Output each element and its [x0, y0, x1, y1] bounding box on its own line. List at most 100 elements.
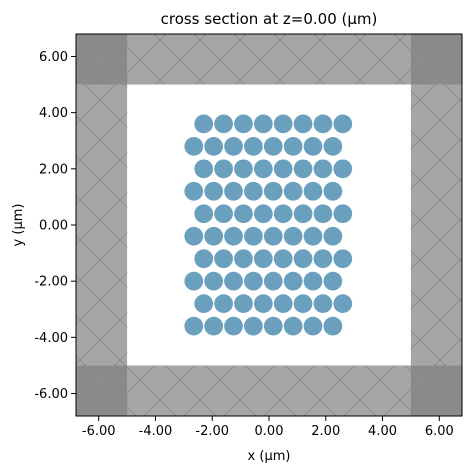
pml-left-hatch — [76, 84, 128, 366]
cylinder-point — [253, 159, 273, 179]
cylinder-point — [194, 204, 214, 224]
cylinder-point — [234, 159, 253, 179]
cylinder-point — [273, 249, 293, 269]
cylinder-point — [194, 114, 214, 134]
cylinder-point — [323, 226, 343, 246]
cylinder-point — [303, 271, 323, 291]
y-axis-label: y (μm) — [11, 204, 26, 247]
cylinder-point — [333, 249, 353, 269]
x-tick-label: -2.00 — [195, 424, 229, 439]
cylinder-point — [283, 181, 303, 201]
cylinder-point — [333, 294, 353, 314]
y-tick-label: 4.00 — [39, 106, 68, 121]
pml-bottom-hatch — [76, 365, 462, 416]
cylinder-point — [234, 114, 253, 134]
cylinder-point — [214, 204, 233, 224]
cylinder-point — [333, 114, 353, 134]
cylinder-point — [303, 316, 323, 336]
cylinder-point — [214, 114, 233, 134]
cylinder-point — [293, 204, 313, 224]
cylinder-point — [263, 271, 283, 291]
cylinder-point — [194, 249, 214, 269]
x-tick-label: 4.00 — [368, 424, 397, 439]
cylinder-point — [313, 204, 333, 224]
cylinder-point — [263, 181, 283, 201]
x-tick-label: 2.00 — [311, 424, 340, 439]
cylinder-point — [234, 294, 253, 314]
x-tick-label: 6.00 — [425, 424, 454, 439]
cylinder-point — [224, 271, 243, 291]
cylinder-point — [283, 271, 303, 291]
x-tick-label: -4.00 — [139, 424, 173, 439]
cylinder-point — [204, 226, 224, 246]
pml-corner-top-right-hatch — [410, 34, 462, 85]
cylinder-point — [303, 226, 323, 246]
cylinder-point — [313, 294, 333, 314]
plot-background — [76, 34, 462, 416]
cylinder-point — [283, 316, 303, 336]
y-tick-label: -4.00 — [34, 331, 68, 346]
cylinder-point — [184, 181, 204, 201]
y-tick-label: 2.00 — [39, 162, 68, 177]
cylinder-point — [273, 159, 293, 179]
x-axis-label: x (μm) — [248, 449, 291, 464]
cylinder-point — [263, 316, 283, 336]
pml-corner-top-left-hatch — [76, 34, 128, 85]
cylinder-point — [244, 136, 263, 156]
cylinder-point — [293, 249, 313, 269]
cylinder-point — [224, 136, 243, 156]
cylinder-point — [204, 136, 224, 156]
cylinder-point — [184, 136, 204, 156]
cylinder-point — [184, 316, 204, 336]
cylinder-point — [253, 249, 273, 269]
cylinder-point — [333, 159, 353, 179]
pml-corner-bottom-right-hatch — [410, 365, 462, 416]
cylinder-point — [273, 114, 293, 134]
cylinder-point — [214, 159, 233, 179]
cylinder-point — [224, 226, 243, 246]
pml-top-hatch — [76, 34, 462, 85]
cylinder-point — [194, 159, 214, 179]
cylinder-point — [204, 181, 224, 201]
cylinder-point — [253, 204, 273, 224]
cylinder-point — [194, 294, 214, 314]
cylinder-point — [283, 136, 303, 156]
pml-corner-bottom-left-hatch — [76, 365, 128, 416]
cylinder-point — [234, 204, 253, 224]
cylinder-point — [323, 181, 343, 201]
x-tick-label: -6.00 — [82, 424, 116, 439]
cylinder-point — [333, 204, 353, 224]
plot-area — [76, 34, 462, 416]
cylinder-point — [273, 204, 293, 224]
cylinder-point — [283, 226, 303, 246]
cylinder-point — [204, 271, 224, 291]
cylinder-point — [253, 294, 273, 314]
cylinder-point — [263, 136, 283, 156]
y-tick-label: 6.00 — [39, 50, 68, 65]
cylinder-point — [313, 249, 333, 269]
cylinder-point — [244, 271, 263, 291]
cylinder-point — [224, 316, 243, 336]
cylinder-point — [244, 226, 263, 246]
cylinder-point — [303, 136, 323, 156]
cylinder-point — [323, 316, 343, 336]
cylinder-point — [253, 114, 273, 134]
cylinder-point — [204, 316, 224, 336]
y-tick-label: 0.00 — [39, 219, 68, 234]
cylinder-point — [303, 181, 323, 201]
cylinder-point — [293, 294, 313, 314]
cylinder-point — [244, 316, 263, 336]
cylinder-point — [293, 159, 313, 179]
cylinder-point — [244, 181, 263, 201]
cylinder-point — [323, 271, 343, 291]
chart-title: cross section at z=0.00 (μm) — [161, 10, 378, 28]
cylinder-point — [224, 181, 243, 201]
y-tick-label: -2.00 — [34, 275, 68, 290]
cylinder-point — [214, 249, 233, 269]
cylinder-point — [323, 136, 343, 156]
cylinder-point — [293, 114, 313, 134]
x-tick-label: 0.00 — [255, 424, 284, 439]
cylinder-point — [313, 159, 333, 179]
pml-right-hatch — [410, 84, 462, 366]
